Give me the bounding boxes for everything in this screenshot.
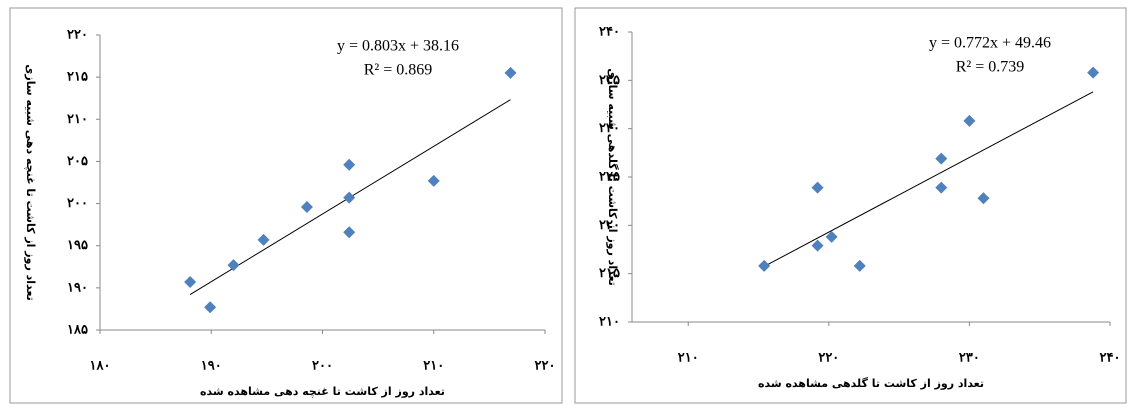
y-tick-label: ۲۱۵ [67, 70, 88, 85]
x-tick-label: ۲۱۰ [423, 359, 444, 374]
y-tick-label: ۲۲۰ [67, 28, 88, 43]
x-tick-label: ۲۴۰ [1100, 351, 1121, 366]
equation: y = 0.772x + 49.46 [929, 35, 1051, 52]
point [300, 200, 313, 213]
point [204, 301, 217, 314]
point [758, 259, 771, 272]
y-tick-label: ۲۴۰ [599, 25, 620, 40]
equation: y = 0.803x + 38.16 [337, 38, 459, 55]
y-tick-label: ۲۱۰ [599, 315, 620, 330]
r-squared: R² = 0.869 [364, 62, 433, 79]
point [811, 239, 824, 252]
y-tick-label: ۱۹۰ [67, 280, 88, 295]
x-tick-label: ۲۱۰ [678, 351, 699, 366]
x-tick-label: ۱۹۰ [201, 359, 222, 374]
point [227, 259, 240, 272]
x-tick-label: ۱۸۰ [90, 359, 111, 374]
x-tick-label: ۲۲۰ [818, 351, 839, 366]
point [963, 114, 976, 127]
r-squared: R² = 0.739 [956, 59, 1025, 76]
point [811, 181, 824, 194]
x-axis-title: تعداد روز از کاشت تا غنچه دهی مشاهده شده [200, 385, 445, 398]
chart-frame [574, 7, 1127, 404]
x-tick-label: ۲۲۰ [535, 359, 556, 374]
trendline [763, 91, 1094, 267]
y-tick-label: ۱۸۵ [67, 323, 88, 338]
point [935, 152, 948, 165]
point [184, 275, 197, 288]
point [343, 158, 356, 171]
y-tick-label: ۲۰۰ [67, 196, 88, 211]
point [1087, 66, 1100, 79]
chart-frame [9, 7, 563, 404]
x-axis-title: تعداد روز از کاشت تا گلدهی مشاهده شده [758, 377, 984, 390]
y-tick-label: ۲۲۰ [599, 218, 620, 233]
y-tick-label: ۲۰۵ [67, 154, 88, 169]
y-tick-label: ۱۹۵ [67, 238, 88, 253]
point [977, 192, 990, 205]
point [427, 174, 440, 187]
point [825, 230, 838, 243]
x-tick-label: ۲۳۰ [959, 351, 980, 366]
y-axis-title: تعداد روز از کاشت تا گلدهی شبیه سازی [606, 68, 619, 286]
x-tick-label: ۲۰۰ [312, 359, 333, 374]
y-axis-title: تعداد روز از کاشت تا غنچه دهی شبیه سازی [24, 64, 37, 300]
point [343, 226, 356, 239]
y-tick-label: ۲۱۰ [67, 112, 88, 127]
point [853, 259, 866, 272]
point [504, 66, 517, 79]
point [343, 191, 356, 204]
y-tick-label: ۲۳۵ [599, 73, 620, 88]
point [257, 233, 270, 246]
y-tick-label: ۲۱۵ [599, 266, 620, 281]
point [935, 181, 948, 194]
y-tick-label: ۲۲۵ [599, 170, 620, 185]
y-tick-label: ۲۳۰ [599, 121, 620, 136]
